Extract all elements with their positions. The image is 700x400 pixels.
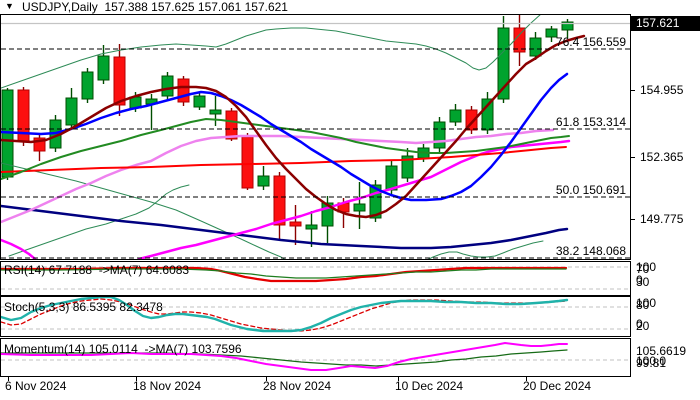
momentum-panel[interactable]: Momentum(14) 105.0114 ->MA(7) 103.7596 — [0, 338, 631, 377]
bullish-candle — [481, 98, 494, 131]
candlestick-canvas — [1, 15, 630, 259]
current-price-badge: 157.621 — [631, 16, 700, 31]
date-axis-tick — [398, 377, 399, 381]
bullish-candle — [529, 37, 542, 57]
bullish-candle — [193, 95, 206, 108]
date-axis-label: 10 Dec 2024 — [395, 379, 464, 393]
bullish-candle — [321, 202, 334, 227]
stochastic-panel[interactable]: Stoch(5,3,3) 86.5395 82.3478 — [0, 296, 631, 337]
bullish-candle — [545, 28, 558, 38]
bearish-candle — [289, 221, 302, 227]
fib-level-label: 50.0 150.691 — [555, 183, 626, 197]
ma-blue-line — [1, 72, 569, 202]
rsi-main-line — [1, 266, 568, 283]
fib-level-label: 61.8 153.314 — [555, 115, 626, 129]
price-axis-tick — [631, 157, 635, 158]
ma-green-line — [1, 118, 570, 180]
bullish-candle — [257, 175, 270, 187]
indicator-axis-label: 0 — [636, 273, 643, 287]
bullish-candle — [449, 109, 462, 123]
bullish-candle — [561, 21, 574, 31]
date-axis-tick — [136, 377, 137, 381]
price-axis[interactable]: 154.955 152.365 149.775 100 70 0 30 100 80 0 20 105… — [631, 0, 700, 377]
rsi-panel[interactable]: RSI(14) 67.7188 ->MA(7) 64.6083 — [0, 261, 631, 296]
indicator-axis-label: 80 — [636, 298, 650, 312]
bearish-candle — [241, 136, 254, 189]
ma-maroon-line — [1, 34, 586, 219]
fib-level-label: 76.4 156.559 — [555, 35, 626, 49]
bullish-candle — [433, 121, 446, 149]
indicator-axis-label: 70 — [636, 262, 650, 276]
bullish-candle — [401, 155, 414, 179]
rsi-ma-line — [1, 268, 567, 279]
bearish-candle — [33, 137, 46, 152]
rsi-canvas — [1, 266, 630, 290]
price-axis-label: 152.365 — [640, 150, 684, 164]
stoch-main-line — [1, 297, 569, 333]
price-axis-tick — [631, 219, 635, 220]
bearish-candle — [177, 78, 190, 103]
price-axis-label: 154.955 — [640, 83, 684, 97]
bullish-candle — [161, 75, 174, 97]
ma-magenta-2-line — [137, 139, 571, 259]
indicator-axis-label: 100 — [636, 296, 657, 310]
indicator-axis-label: 20 — [636, 319, 650, 333]
ma-red-line — [1, 146, 567, 173]
band-rise-line — [8, 184, 190, 257]
bearish-candle — [113, 56, 126, 106]
date-axis-tick — [8, 377, 9, 381]
ma-navy-line — [1, 204, 569, 250]
indicator-axis-label: 99.81 — [636, 356, 667, 370]
date-axis-label: 28 Nov 2024 — [263, 379, 332, 393]
rsi-label: RSI(14) 67.7188 ->MA(7) 64.6083 — [4, 263, 190, 277]
bullish-candle — [65, 97, 78, 126]
date-axis-tick — [266, 377, 267, 381]
bullish-candle — [81, 71, 94, 100]
date-axis-tick — [526, 377, 527, 381]
momentum-canvas — [1, 342, 630, 371]
price-axis-tick — [631, 90, 635, 91]
date-axis-label: 20 Dec 2024 — [523, 379, 592, 393]
stoch-signal-line — [1, 298, 568, 332]
indicator-axis-label: 100 — [636, 260, 657, 274]
bullish-candle — [305, 224, 318, 230]
bearish-candle — [513, 27, 526, 53]
bearish-candle — [273, 175, 286, 226]
momentum-label: Momentum(14) 105.0114 ->MA(7) 103.7596 — [4, 342, 242, 356]
band-upper-line — [1, 15, 541, 89]
band-lower-line — [1, 162, 285, 259]
main-chart-panel[interactable]: 76.4 156.559 61.8 153.314 50.0 150.691 38.2… — [0, 14, 631, 260]
fib-level-label: 38.2 148.068 — [555, 244, 626, 258]
bullish-candle — [209, 109, 222, 115]
bullish-candle — [497, 27, 510, 100]
symbol-ohlc-title: USDJPY,Daily 157.388 157.625 157.061 157… — [22, 0, 288, 14]
bullish-candle — [353, 203, 366, 212]
indicator-axis-label: 30 — [636, 275, 650, 289]
mom-main-line — [1, 342, 568, 371]
chart-title-bar: ▼ USDJPY,Daily 157.388 157.625 157.061 1… — [0, 0, 700, 14]
time-axis[interactable]: 6 Nov 2024 18 Nov 2024 28 Nov 2024 10 Dec 2… — [0, 377, 700, 400]
bearish-candle — [465, 109, 478, 131]
bearish-candle — [225, 110, 238, 140]
stochastic-canvas — [1, 297, 630, 333]
indicator-axis-label: 0 — [636, 317, 643, 331]
bullish-candle — [369, 184, 382, 219]
date-axis-label: 18 Nov 2024 — [133, 379, 202, 393]
indicator-axis-label: 100.0 — [636, 354, 667, 368]
band-lower-right-line — [427, 240, 544, 259]
stochastic-label: Stoch(5,3,3) 86.5395 82.3478 — [4, 300, 163, 314]
bullish-candle — [97, 55, 110, 81]
date-axis-label: 6 Nov 2024 — [5, 379, 67, 393]
ma-magenta-line — [1, 238, 37, 259]
collapse-chart-icon[interactable]: ▼ — [5, 1, 14, 11]
indicator-axis-label: 105.6619 — [636, 344, 687, 358]
price-axis-label: 149.775 — [640, 212, 684, 226]
